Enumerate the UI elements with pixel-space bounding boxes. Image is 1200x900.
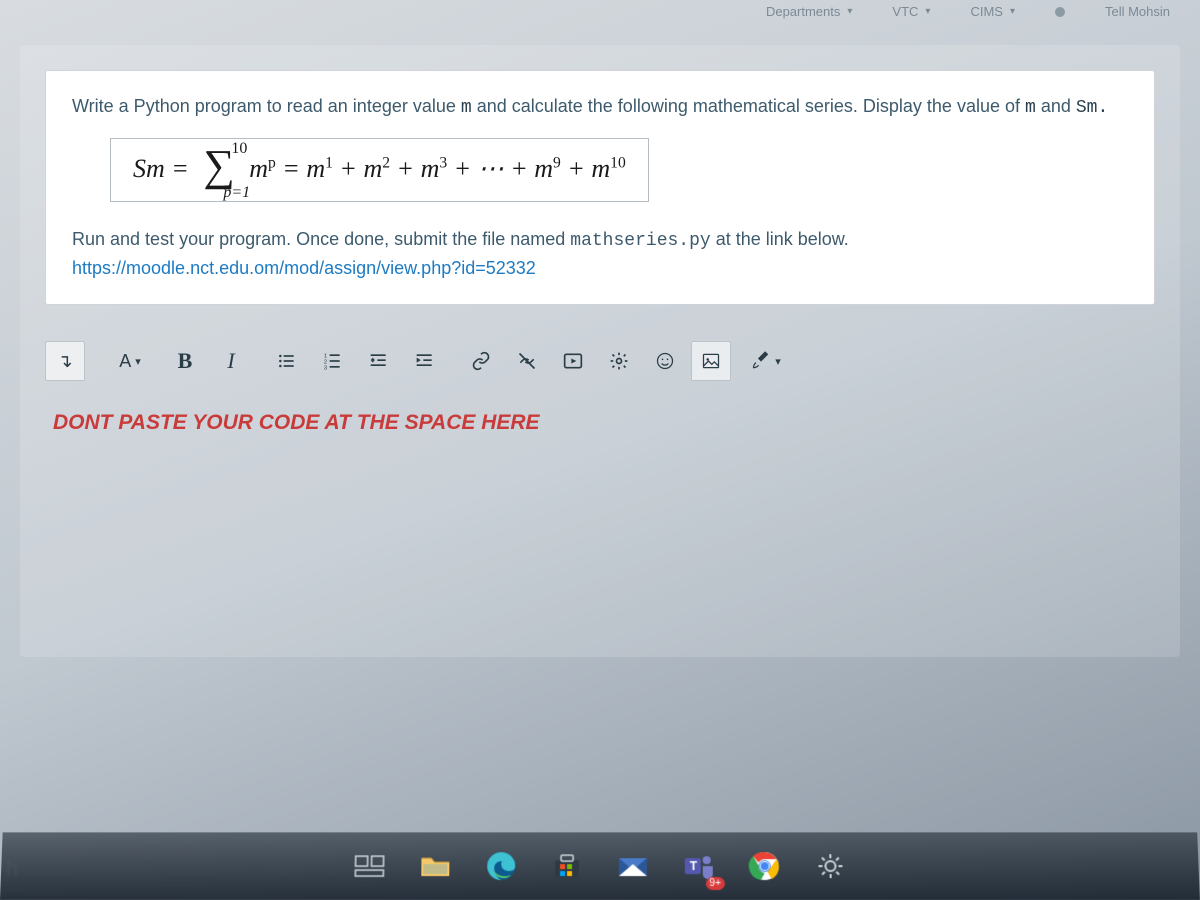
task-view-button[interactable] xyxy=(343,840,396,892)
question-intro: Write a Python program to read an intege… xyxy=(72,93,1128,122)
intro-var-m2: m xyxy=(1025,98,1036,118)
editor-toolbar: ↴ A▾ B I 123 xyxy=(45,335,1155,387)
bullet-list-button[interactable] xyxy=(267,341,307,381)
formula-lhs: Sm = xyxy=(133,154,189,183)
image-button[interactable] xyxy=(691,341,731,381)
numbered-list-button[interactable]: 123 xyxy=(313,341,353,381)
formula-term: mp xyxy=(249,154,276,183)
sigma-icon: 10 ∑ p=1 xyxy=(203,151,234,191)
chrome-icon xyxy=(747,848,783,884)
settings-gear-icon xyxy=(812,848,848,884)
notification-dot-icon xyxy=(1055,7,1065,17)
file-explorer-button[interactable] xyxy=(409,840,461,892)
bold-button[interactable]: B xyxy=(165,341,205,381)
font-menu-button[interactable]: A▾ xyxy=(101,341,159,381)
media-button[interactable] xyxy=(553,341,593,381)
formula-rhs: = m1 + m2 + m3 + ⋯ + m9 + m10 xyxy=(282,154,625,183)
edge-icon xyxy=(483,848,519,884)
smile-icon xyxy=(655,351,675,371)
intro-text-c: and xyxy=(1036,96,1076,116)
brush-icon xyxy=(751,351,771,371)
image-icon xyxy=(701,351,721,371)
editor-warning-text: DONT PASTE YOUR CODE AT THE SPACE HERE xyxy=(53,411,1147,435)
editor-textarea[interactable]: DONT PASTE YOUR CODE AT THE SPACE HERE xyxy=(45,397,1155,657)
teams-badge: 9+ xyxy=(705,877,724,890)
sigma-upper: 10 xyxy=(231,137,247,161)
content-wrapper: Write a Python program to read an intege… xyxy=(20,45,1180,657)
intro-text-b: and calculate the following mathematical… xyxy=(472,96,1025,116)
nav-cims[interactable]: CIMS xyxy=(970,4,1015,19)
brush-menu-button[interactable]: ▾ xyxy=(737,341,795,381)
microsoft-store-button[interactable] xyxy=(541,840,593,892)
italic-button[interactable]: I xyxy=(211,341,251,381)
bullet-list-icon xyxy=(277,351,297,371)
task-view-icon xyxy=(351,848,387,884)
media-icon xyxy=(563,351,583,371)
svg-text:T: T xyxy=(690,859,698,873)
outdent-button[interactable] xyxy=(359,341,399,381)
teams-button[interactable]: T 9+ xyxy=(673,840,725,892)
mail-button[interactable] xyxy=(607,840,659,892)
nav-user[interactable]: Tell Mohsin xyxy=(1105,4,1170,19)
settings-button[interactable] xyxy=(804,840,857,892)
intro-var-sm: Sm. xyxy=(1076,98,1108,118)
top-nav: Departments VTC CIMS Tell Mohsin xyxy=(766,4,1170,19)
nav-departments[interactable]: Departments xyxy=(766,4,852,19)
indent-button[interactable] xyxy=(405,341,445,381)
unlink-button[interactable] xyxy=(507,341,547,381)
mail-icon xyxy=(615,848,651,884)
windows-taskbar: T 9+ xyxy=(0,832,1200,900)
gear-icon xyxy=(609,351,629,371)
chrome-button[interactable] xyxy=(738,840,790,892)
submit-link[interactable]: https://moodle.nct.edu.om/mod/assign/vie… xyxy=(72,255,1128,282)
run-instructions: Run and test your program. Once done, su… xyxy=(72,226,1128,255)
nav-vtc[interactable]: VTC xyxy=(892,4,930,19)
edge-browser-button[interactable] xyxy=(475,840,527,892)
question-card: Write a Python program to read an intege… xyxy=(45,70,1155,305)
formula-box: Sm = 10 ∑ p=1 mp = m1 + m2 + m3 + ⋯ + m9… xyxy=(110,138,649,202)
svg-text:3: 3 xyxy=(324,365,327,371)
editor-section: ↴ A▾ B I 123 xyxy=(45,335,1155,657)
nav-notif[interactable] xyxy=(1055,7,1065,17)
outdent-icon xyxy=(369,351,389,371)
intro-var-m: m xyxy=(461,98,472,118)
manage-files-button[interactable] xyxy=(599,341,639,381)
run-text-a: Run and test your program. Once done, su… xyxy=(72,229,570,249)
filename-text: mathseries.py xyxy=(570,231,710,251)
unlink-icon xyxy=(517,351,537,371)
intro-text-a: Write a Python program to read an intege… xyxy=(72,96,461,116)
toggle-toolbar-button[interactable]: ↴ xyxy=(45,341,85,381)
run-text-b: at the link below. xyxy=(711,229,849,249)
sigma-lower: p=1 xyxy=(223,181,250,205)
emoji-button[interactable] xyxy=(645,341,685,381)
folder-icon xyxy=(417,848,453,884)
numbered-list-icon: 123 xyxy=(323,351,343,371)
indent-icon xyxy=(415,351,435,371)
store-icon xyxy=(549,848,585,884)
link-button[interactable] xyxy=(461,341,501,381)
link-icon xyxy=(471,351,491,371)
